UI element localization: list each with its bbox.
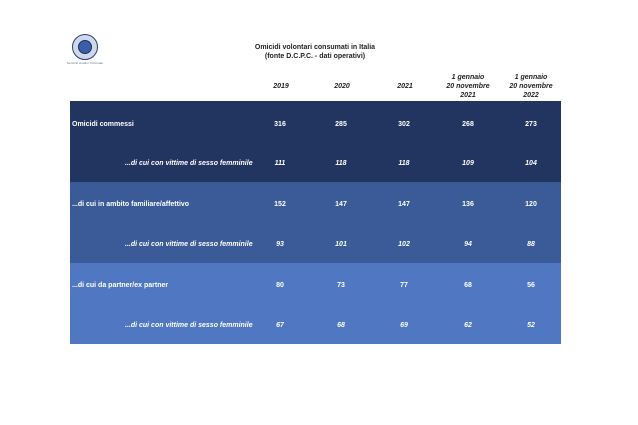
band-omicidi: [70, 101, 561, 182]
col-header-line: 1 gennaio: [451, 74, 485, 81]
table-cell: 94: [464, 241, 472, 248]
band-partner: [70, 263, 561, 344]
table-row: ...di cui con vittime di sesso femminile…: [70, 144, 561, 184]
table-cell: 147: [398, 201, 410, 208]
table-cell: 88: [527, 241, 535, 248]
table-cell: 69: [400, 322, 408, 329]
col-header-line: 2020: [334, 83, 350, 90]
table-cell: 73: [337, 282, 345, 289]
table-cell: 268: [462, 121, 474, 128]
col-header-line: 20 novembre: [509, 83, 553, 90]
table-cell: 316: [274, 121, 286, 128]
col-header-line: 2019: [273, 83, 289, 90]
logo-seal-icon: [72, 34, 98, 60]
table-cell: 109: [462, 160, 474, 167]
col-header-2020: 2020: [320, 82, 364, 91]
table-cell: 118: [335, 160, 347, 167]
col-header-line: 2022: [523, 92, 539, 99]
table-row: Omicidi commessi 316 285 302 268 273: [70, 105, 561, 145]
table-row: ...di cui da partner/ex partner 80 73 77…: [70, 266, 561, 306]
row-label: ...di cui in ambito familiare/affettivo: [72, 201, 190, 208]
band-familiare: [70, 182, 561, 263]
table-cell: 77: [400, 282, 408, 289]
table-row: ...di cui in ambito familiare/affettivo …: [70, 185, 561, 225]
table-cell: 136: [462, 201, 474, 208]
col-header-period-2021: 1 gennaio 20 novembre 2021: [437, 73, 499, 100]
title-line-1: Omicidi volontari consumati in Italia: [254, 44, 376, 51]
table-cell: 111: [274, 160, 286, 167]
table-cell: 56: [527, 282, 535, 289]
title-line-2: (fonte D.C.P.C. - dati operativi): [264, 53, 366, 60]
table-cell: 302: [398, 121, 410, 128]
table-cell: 68: [464, 282, 472, 289]
row-label: Omicidi commessi: [72, 121, 134, 128]
col-header-line: 2021: [397, 83, 413, 90]
table-cell: 273: [525, 121, 537, 128]
table-row: ...di cui con vittime di sesso femminile…: [70, 225, 561, 265]
table-cell: 68: [337, 322, 345, 329]
table-cell: 102: [398, 241, 410, 248]
col-header-period-2022: 1 gennaio 20 novembre 2022: [500, 73, 562, 100]
table-cell: 62: [464, 322, 472, 329]
col-header-line: 2021: [460, 92, 476, 99]
table-cell: 152: [274, 201, 286, 208]
table-cell: 104: [525, 160, 537, 167]
table-cell: 93: [276, 241, 284, 248]
table-cell: 67: [276, 322, 284, 329]
col-header-2021: 2021: [383, 82, 427, 91]
col-header-line: 20 novembre: [446, 83, 490, 90]
table-cell: 80: [276, 282, 284, 289]
col-header-line: 1 gennaio: [514, 74, 548, 81]
row-label: ...di cui con vittime di sesso femminile: [125, 241, 253, 248]
col-header-2019: 2019: [259, 82, 303, 91]
logo-caption: Servizio Analisi Criminale: [66, 61, 104, 65]
table-cell: 147: [335, 201, 347, 208]
table-cell: 118: [398, 160, 410, 167]
table-cell: 52: [527, 322, 535, 329]
row-label: ...di cui con vittime di sesso femminile: [125, 322, 253, 329]
table-row: ...di cui con vittime di sesso femminile…: [70, 306, 561, 346]
table-cell: 285: [335, 121, 347, 128]
row-label: ...di cui da partner/ex partner: [72, 282, 169, 289]
page-title: Omicidi volontari consumati in Italia (f…: [230, 43, 400, 61]
table-cell: 120: [525, 201, 537, 208]
table-cell: 101: [335, 241, 347, 248]
row-label: ...di cui con vittime di sesso femminile: [125, 160, 253, 167]
